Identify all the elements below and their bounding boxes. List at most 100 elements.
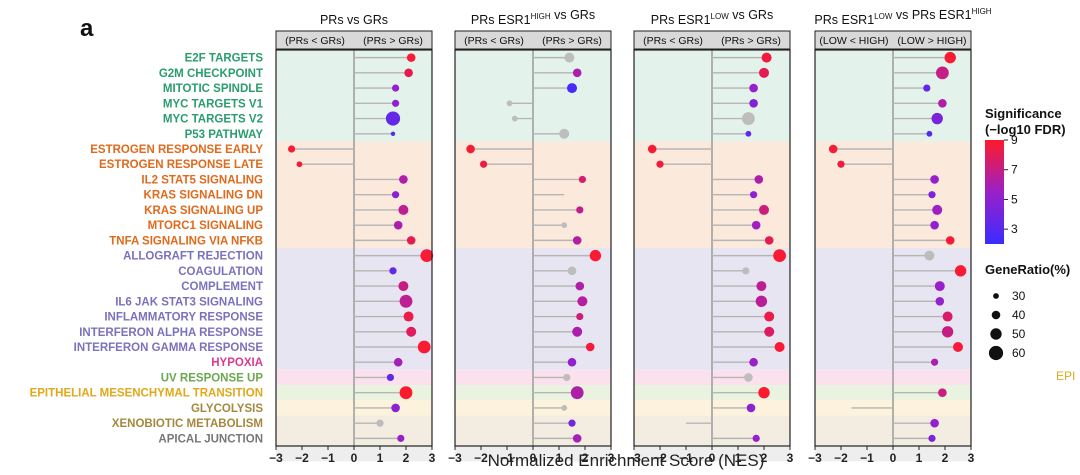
panel-strip bbox=[633, 30, 791, 50]
lollipop-dot bbox=[930, 220, 939, 230]
pathway-label: MITOTIC SPINDLE bbox=[163, 83, 263, 95]
x-tick-label: 2 bbox=[582, 451, 589, 465]
x-tick-label: −2 bbox=[295, 451, 309, 465]
lollipop-panel: (PRs < GRs) (PRs > GRs) PRs ESR1LOW vs GRs… bbox=[627, 8, 794, 465]
generatio-legend-dot bbox=[993, 293, 999, 299]
lollipop-dot bbox=[506, 100, 513, 107]
x-axis-label: Normalized Enrichment Score (NES) bbox=[488, 451, 765, 470]
lollipop-dot bbox=[828, 144, 838, 154]
lollipop-dot bbox=[392, 191, 400, 199]
lollipop-dot bbox=[480, 160, 488, 168]
lollipop-dot bbox=[742, 112, 755, 125]
lollipop-panel: (LOW < HIGH) (LOW > HIGH) PRs ESR1LOW vs P… bbox=[808, 7, 992, 465]
lollipop-dot bbox=[744, 373, 753, 382]
lollipop-panel: (PRs < GRs) (PRs > GRs) PRs vs GRs −3 −2 −1 0 1… bbox=[269, 13, 436, 465]
lollipop-dot bbox=[926, 130, 933, 137]
panel-direction-right: (PRs > GRs) bbox=[542, 35, 602, 47]
lollipop-dot bbox=[406, 236, 416, 245]
panel-title: PRs ESR1HIGH vs GRs bbox=[471, 8, 595, 27]
x-tick-label: 3 bbox=[429, 451, 436, 465]
x-tick-label: 2 bbox=[761, 451, 768, 465]
panel-direction-left: (PRs < GRs) bbox=[643, 35, 703, 47]
lollipop-dot bbox=[420, 249, 434, 263]
pathway-label-column: E2F TARGETS G2M CHECKPOINT MITOTIC SPINDLE… bbox=[30, 53, 264, 446]
lollipop-dot bbox=[403, 311, 414, 322]
generatio-legend-label: 50 bbox=[1012, 327, 1026, 341]
x-tick-label: −1 bbox=[860, 451, 874, 465]
panel-direction-left: (LOW < HIGH) bbox=[819, 35, 888, 47]
lollipop-dot bbox=[376, 419, 384, 427]
lollipop-dot bbox=[393, 220, 403, 230]
lollipop-dot bbox=[404, 68, 413, 78]
x-tick-label: −3 bbox=[269, 451, 283, 465]
generatio-legend-items: 30 40 50 60 bbox=[988, 289, 1026, 361]
x-tick-label: −1 bbox=[321, 451, 335, 465]
x-tick-label: 1 bbox=[916, 451, 923, 465]
generatio-legend-dot bbox=[988, 345, 1004, 361]
generatio-legend-dot bbox=[991, 310, 1001, 320]
panel-direction-right: (LOW > HIGH) bbox=[897, 35, 966, 47]
x-tick-label: −3 bbox=[448, 451, 462, 465]
pathway-label: HYPOXIA bbox=[211, 357, 263, 369]
lollipop-dot bbox=[399, 175, 408, 184]
lollipop-dot bbox=[288, 145, 296, 153]
lollipop-dot bbox=[749, 99, 758, 108]
generatio-legend-label: 40 bbox=[1012, 308, 1026, 322]
colorbar-tick-label: 3 bbox=[1011, 222, 1018, 236]
pathway-label: GLYCOLYSIS bbox=[191, 403, 263, 415]
x-tick-label: 1 bbox=[735, 451, 742, 465]
lollipop-dot bbox=[758, 386, 770, 399]
lollipop-dot bbox=[561, 405, 568, 411]
group-background bbox=[276, 446, 432, 462]
lollipop-dot bbox=[761, 52, 772, 63]
lollipop-dot bbox=[923, 84, 931, 92]
x-tick-label: 0 bbox=[530, 451, 537, 465]
lollipop-dot bbox=[764, 326, 775, 337]
group-background bbox=[815, 446, 971, 462]
lollipop-dot bbox=[568, 419, 576, 427]
pathway-label: P53 PATHWAY bbox=[185, 129, 264, 141]
lollipop-dot bbox=[406, 53, 416, 62]
x-tick-label: 2 bbox=[942, 451, 949, 465]
lollipop-dot bbox=[564, 52, 575, 63]
lollipop-dot bbox=[589, 249, 602, 262]
panel-direction-left: (PRs < GRs) bbox=[464, 35, 524, 47]
x-tick-label: 2 bbox=[403, 451, 410, 465]
lollipop-dot bbox=[924, 250, 935, 261]
lollipop-dot bbox=[945, 236, 955, 245]
lollipop-dot bbox=[567, 266, 577, 276]
x-tick-label: 0 bbox=[890, 451, 897, 465]
pathway-label: INTERFERON ALPHA RESPONSE bbox=[79, 327, 263, 339]
lollipop-dot bbox=[559, 128, 570, 139]
lollipop-dot bbox=[774, 342, 785, 352]
lollipop-dot bbox=[393, 357, 403, 367]
lollipop-dot bbox=[399, 294, 413, 308]
pathway-label: TNFA SIGNALING VIA NFKB bbox=[109, 235, 263, 247]
lollipop-dot bbox=[390, 131, 396, 136]
lollipop-dot bbox=[759, 67, 769, 78]
lollipop-dot bbox=[417, 340, 431, 354]
lollipop-dot bbox=[511, 115, 518, 122]
pathway-label: INFLAMMATORY RESPONSE bbox=[104, 312, 263, 324]
significance-ticks: 9 7 5 3 bbox=[1004, 133, 1018, 236]
lollipop-dot bbox=[570, 386, 584, 400]
generatio-legend-label: 60 bbox=[1012, 346, 1026, 360]
generatio-legend-dot bbox=[990, 328, 1002, 340]
significance-colorbar bbox=[985, 140, 1004, 244]
lollipop-dot bbox=[398, 281, 409, 292]
lollipop-dot bbox=[406, 326, 417, 337]
pathway-label: EPITHELIAL MESENCHYMAL TRANSITION bbox=[30, 388, 263, 400]
colorbar-tick-label: 9 bbox=[1011, 133, 1018, 147]
panel-title: PRs ESR1LOW vs GRs bbox=[651, 8, 773, 27]
lollipop-dot bbox=[563, 373, 571, 382]
x-tick-label: −3 bbox=[808, 451, 822, 465]
lollipop-dot bbox=[755, 295, 768, 308]
lollipop-dot bbox=[746, 403, 756, 413]
x-tick-label: −2 bbox=[834, 451, 848, 465]
colorbar-tick-label: 5 bbox=[1011, 192, 1018, 206]
lollipop-dot bbox=[936, 66, 949, 80]
lollipop-dot bbox=[656, 160, 664, 168]
lollipop-dot bbox=[932, 204, 943, 215]
lollipop-dot bbox=[466, 144, 475, 154]
panel-strip bbox=[814, 30, 972, 50]
